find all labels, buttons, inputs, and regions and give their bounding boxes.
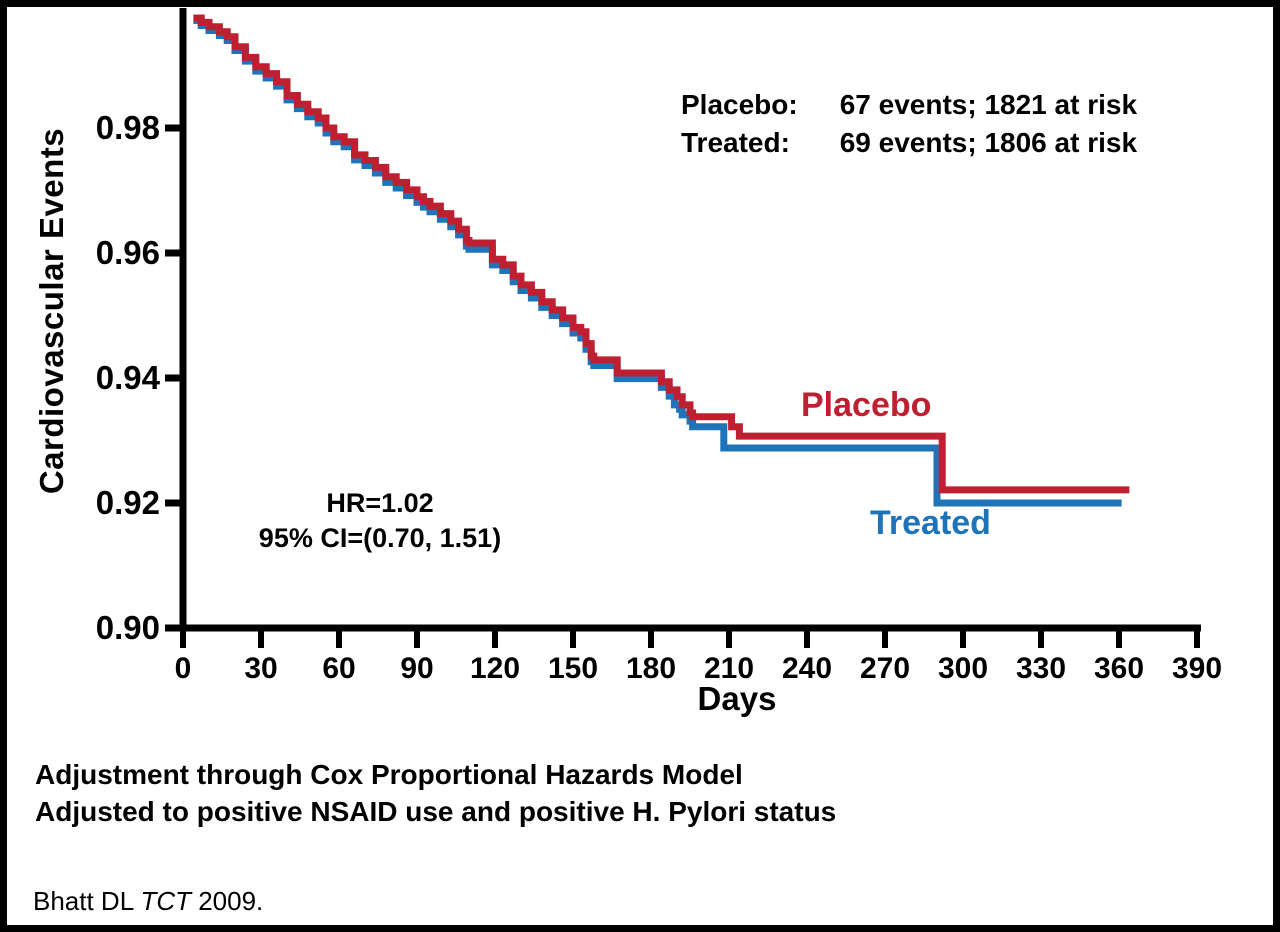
x-tick-label: 300	[938, 652, 988, 685]
citation-prefix: Bhatt DL	[33, 886, 141, 916]
x-tick-label: 360	[1094, 652, 1144, 685]
x-tick-label: 90	[400, 652, 433, 685]
x-tick-label: 210	[704, 652, 754, 685]
x-tick-label: 330	[1016, 652, 1066, 685]
x-tick-label: 0	[175, 652, 192, 685]
x-tick-label: 30	[244, 652, 277, 685]
y-axis-title: Cardiovascular Events	[33, 127, 70, 495]
citation-suffix: 2009.	[190, 886, 264, 916]
legend-treated-value: 69 events; 1806 at risk	[839, 127, 1138, 158]
footer-notes: Adjustment through Cox Proportional Haza…	[35, 756, 836, 830]
footer-line-2: Adjusted to positive NSAID use and posit…	[35, 796, 837, 827]
y-tick-label: 0.90	[96, 609, 160, 646]
x-tick-label: 270	[860, 652, 910, 685]
x-tick-label: 150	[548, 652, 598, 685]
y-tick-label: 0.94	[96, 359, 161, 396]
confidence-interval-line: 95% CI=(0.70, 1.51)	[258, 523, 502, 553]
footer-line-1: Adjustment through Cox Proportional Haza…	[35, 759, 743, 790]
legend-treated-label: Treated:	[681, 127, 790, 158]
x-tick-label: 120	[470, 652, 520, 685]
x-tick-label: 240	[782, 652, 832, 685]
y-tick-label: 0.92	[96, 484, 160, 521]
hazard-ratio-line: HR=1.02	[326, 488, 434, 518]
citation: Bhatt DL TCT 2009.	[33, 886, 263, 917]
treated-curve-label: Treated	[870, 504, 991, 542]
legend: Placebo: 67 events; 1821 at risk Treated…	[681, 86, 1137, 162]
x-tick-label: 180	[626, 652, 676, 685]
x-tick-label: 390	[1172, 652, 1222, 685]
hazard-ratio-annotation: HR=1.02 95% CI=(0.70, 1.51)	[230, 486, 530, 556]
y-tick-label: 0.96	[96, 234, 160, 271]
placebo-survival-curve	[193, 14, 1130, 494]
citation-italic: TCT	[140, 886, 191, 916]
y-tick-label: 0.98	[96, 109, 160, 146]
legend-placebo-value: 67 events; 1821 at risk	[839, 89, 1138, 120]
placebo-curve-label: Placebo	[801, 386, 932, 424]
x-axis-title: Days	[697, 680, 777, 717]
legend-placebo-label: Placebo:	[681, 89, 798, 120]
x-tick-label: 60	[322, 652, 355, 685]
